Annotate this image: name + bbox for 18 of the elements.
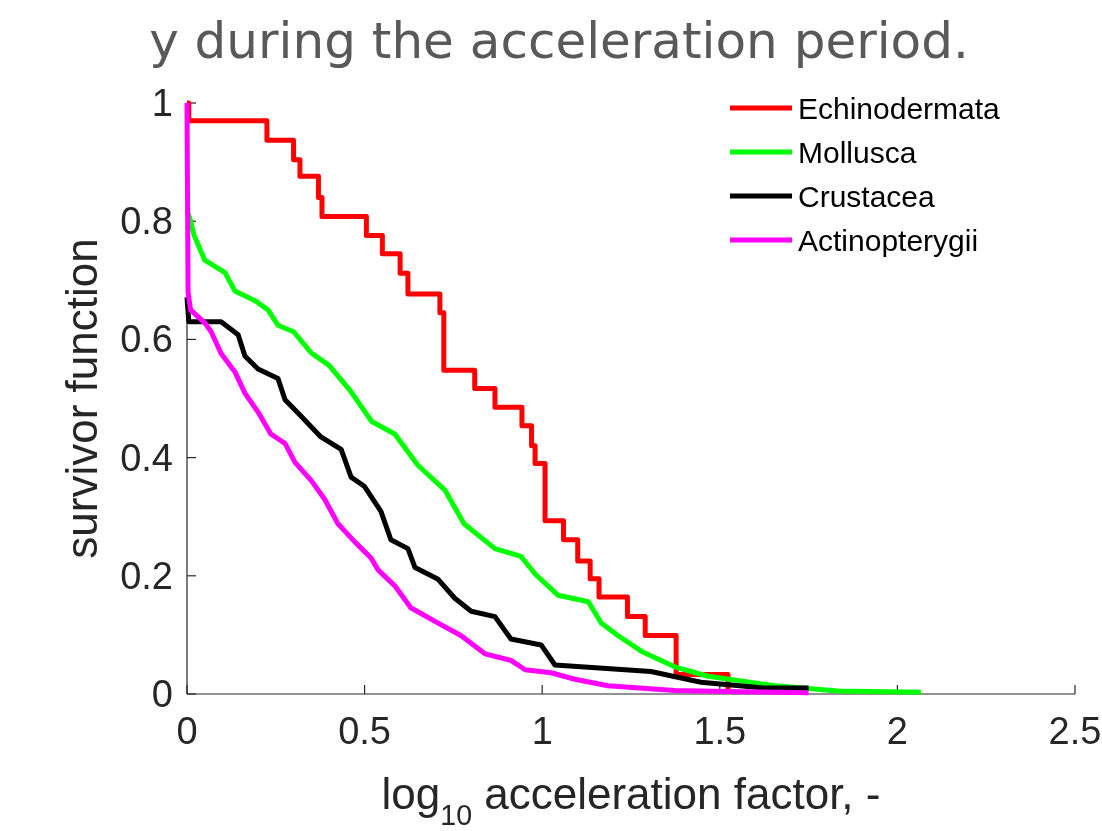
legend-label: Actinopterygii <box>798 224 979 257</box>
y-tick-label: 1 <box>151 82 173 124</box>
legend-label: Echinodermata <box>798 92 1001 125</box>
y-axis-title: survivor function <box>57 238 106 559</box>
legend-label: Crustacea <box>798 180 936 213</box>
y-tick-label: 0.6 <box>120 318 173 361</box>
x-tick-label: 1.5 <box>693 710 747 752</box>
y-tick-label: 0.8 <box>120 200 173 243</box>
chart-title: y during the acceleration period. <box>149 12 969 70</box>
x-tick-label: 0.5 <box>338 710 392 752</box>
x-axis-title: log$_{10}$ acceleration factor, - <box>381 769 881 831</box>
x-tick-label: 2 <box>886 710 908 752</box>
x-tick-label: 1 <box>531 710 553 752</box>
x-tick-label: 2.5 <box>1048 710 1102 752</box>
legend-label: Mollusca <box>798 136 917 169</box>
y-tick-label: 0.2 <box>120 554 173 597</box>
y-tick-label: 0.4 <box>120 436 173 479</box>
y-tick-label: 0 <box>151 673 173 715</box>
